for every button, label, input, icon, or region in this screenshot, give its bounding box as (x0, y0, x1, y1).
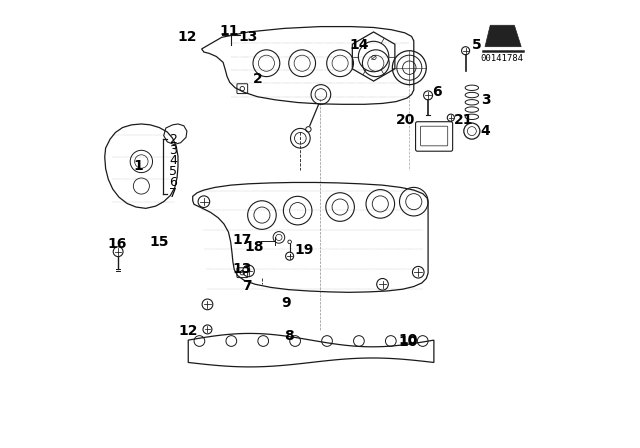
Text: 15: 15 (149, 235, 169, 249)
Text: 18: 18 (244, 240, 264, 254)
Text: 8: 8 (284, 329, 294, 343)
Text: 6: 6 (433, 85, 442, 99)
Text: 20: 20 (396, 113, 415, 127)
Text: 12: 12 (178, 30, 197, 44)
Text: 6: 6 (170, 176, 177, 189)
Text: 7: 7 (170, 187, 177, 200)
Text: 2: 2 (253, 72, 263, 86)
Text: 2: 2 (170, 133, 177, 146)
Text: 4: 4 (170, 155, 177, 168)
Text: 3: 3 (170, 143, 177, 156)
Text: 13: 13 (239, 30, 258, 44)
Text: 00141784: 00141784 (481, 54, 524, 63)
Text: 16: 16 (108, 237, 127, 251)
Text: 12: 12 (178, 324, 198, 338)
Text: 4: 4 (481, 124, 490, 138)
Text: 17: 17 (232, 233, 252, 247)
Text: 11: 11 (220, 24, 239, 38)
Text: 9: 9 (282, 297, 291, 310)
Text: 14: 14 (350, 39, 369, 52)
Text: 5: 5 (472, 39, 481, 52)
Text: 10: 10 (399, 336, 419, 349)
Text: ⌀: ⌀ (371, 52, 376, 61)
Text: 13: 13 (233, 262, 252, 276)
Text: 10: 10 (398, 333, 417, 347)
Text: 7: 7 (243, 279, 252, 293)
Text: 1: 1 (133, 159, 143, 173)
Polygon shape (485, 25, 521, 47)
Text: 5: 5 (170, 165, 177, 178)
Text: 21: 21 (454, 113, 474, 127)
Text: 19: 19 (294, 243, 314, 257)
Text: 3: 3 (481, 93, 490, 107)
